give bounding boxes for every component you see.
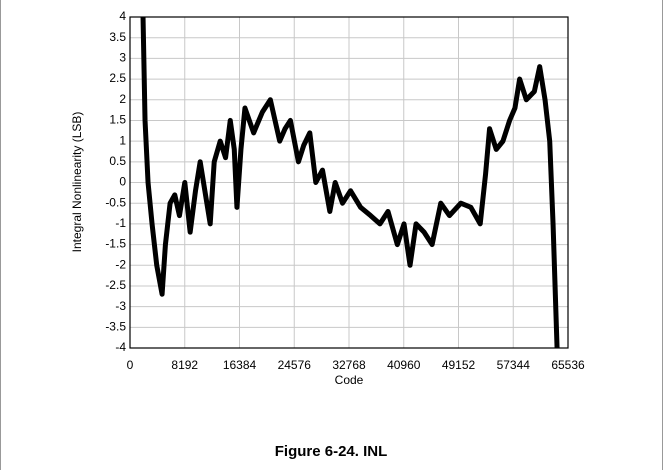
y-tick-label: 0.5 xyxy=(109,154,126,168)
y-tick-label: 0 xyxy=(119,175,126,189)
y-tick-label: -2 xyxy=(115,257,126,271)
plot-frame xyxy=(129,16,569,349)
y-axis-label: Integral Nonlinearity (LSB) xyxy=(70,112,84,253)
x-tick-label: 57344 xyxy=(497,358,531,372)
y-tick-label: -1.5 xyxy=(105,237,126,251)
x-tick-label: 16384 xyxy=(223,358,257,372)
y-tick-label: 3.5 xyxy=(109,30,126,44)
y-tick-label: -1 xyxy=(115,216,126,230)
y-tick-label: 2 xyxy=(119,92,126,106)
y-tick-label: 1.5 xyxy=(109,113,126,127)
x-tick-label: 32768 xyxy=(332,358,366,372)
x-tick-label: 49152 xyxy=(442,358,476,372)
inl-line xyxy=(140,17,560,348)
y-tick-label: 1 xyxy=(119,133,126,147)
y-tick-label: 4 xyxy=(119,9,126,23)
y-tick-label: -2.5 xyxy=(105,278,126,292)
y-tick-label: -0.5 xyxy=(105,195,126,209)
x-tick-label: 24576 xyxy=(278,358,312,372)
y-tick-label: -3.5 xyxy=(105,319,126,333)
x-axis-label: Code xyxy=(335,373,364,387)
x-tick-label: 65536 xyxy=(551,358,585,372)
y-tick-label: -4 xyxy=(115,340,126,354)
x-tick-label: 0 xyxy=(127,358,134,372)
x-tick-label: 8192 xyxy=(171,358,198,372)
y-tick-label: 3 xyxy=(119,51,126,65)
y-tick-label: 2.5 xyxy=(109,71,126,85)
figure-caption: Figure 6-24. INL xyxy=(275,443,388,460)
x-tick-label: 40960 xyxy=(387,358,421,372)
y-tick-label: -3 xyxy=(115,299,126,313)
